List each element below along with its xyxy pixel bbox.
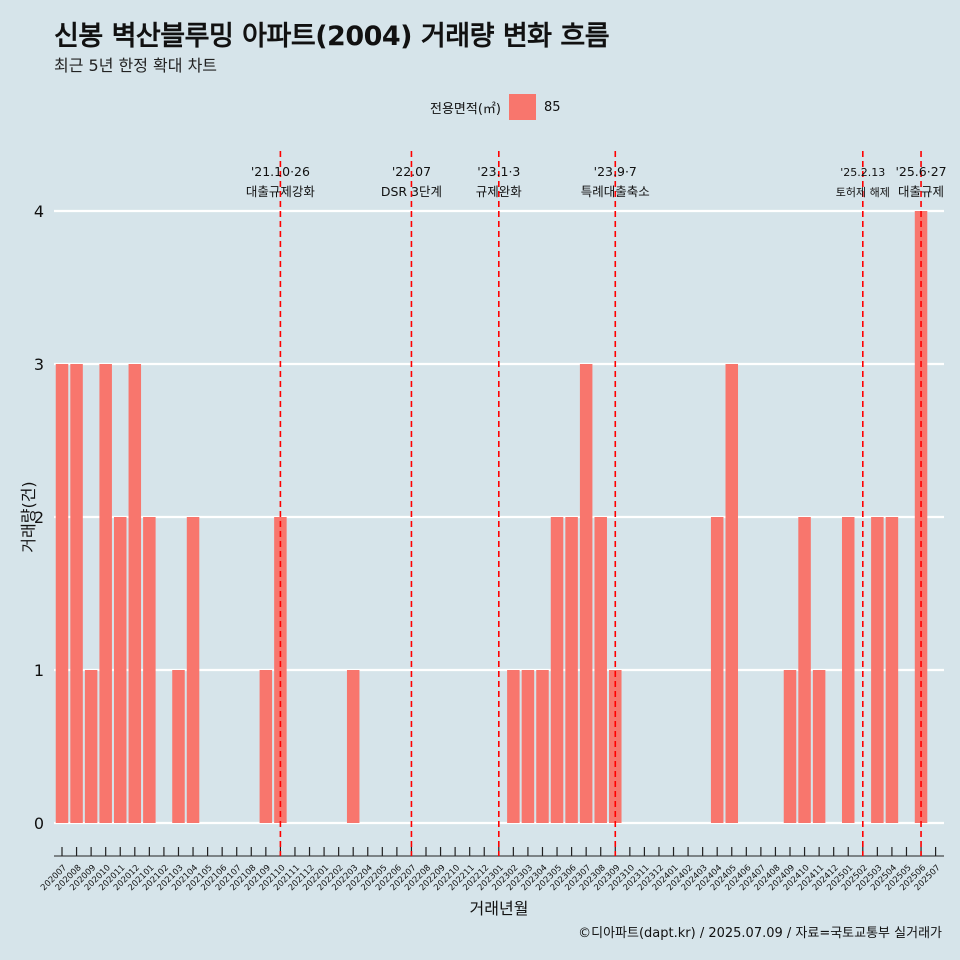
event-date-label: '22.07 bbox=[392, 164, 431, 179]
source-caption: ©디아파트(dapt.kr) / 2025.07.09 / 자료=국토교통부 실… bbox=[578, 926, 942, 941]
y-tick-label: 2 bbox=[34, 508, 44, 527]
event-date-label: '23.9·7 bbox=[594, 164, 637, 179]
event-text-label: 토허제 해제 bbox=[836, 185, 890, 199]
legend-label: 85 bbox=[543, 99, 561, 115]
bar bbox=[725, 364, 739, 823]
bar bbox=[172, 670, 185, 823]
bar bbox=[812, 670, 826, 823]
bar bbox=[84, 670, 98, 823]
bar bbox=[274, 517, 287, 823]
event-date-label: '25.6·27 bbox=[895, 164, 946, 179]
bar bbox=[536, 670, 549, 823]
bar bbox=[186, 517, 200, 823]
event-text-label: 대출규제 bbox=[898, 184, 944, 199]
bar bbox=[259, 670, 273, 823]
bar bbox=[579, 364, 593, 823]
bar bbox=[113, 517, 127, 823]
chart-title: 신봉 벽산블루밍 아파트(2004) 거래량 변화 흐름 bbox=[54, 21, 610, 52]
y-tick-label: 0 bbox=[34, 814, 44, 833]
bar bbox=[594, 517, 607, 823]
y-tick-label: 3 bbox=[34, 355, 44, 374]
bar bbox=[70, 364, 83, 823]
x-axis-title: 거래년월 bbox=[470, 899, 529, 918]
bar bbox=[885, 517, 899, 823]
bar bbox=[143, 517, 156, 823]
event-text-label: 대출규제강화 bbox=[246, 184, 316, 199]
legend: 전용면적(㎡) 85 bbox=[430, 94, 561, 120]
bar bbox=[346, 670, 360, 823]
bar bbox=[99, 364, 112, 823]
y-tick-label: 4 bbox=[34, 202, 44, 221]
bar bbox=[550, 517, 564, 823]
bar bbox=[128, 364, 142, 823]
bar bbox=[565, 517, 578, 823]
event-date-label: '21.10·26 bbox=[251, 164, 310, 179]
bar bbox=[710, 517, 724, 823]
bar bbox=[55, 364, 69, 823]
legend-title: 전용면적(㎡) bbox=[430, 101, 501, 117]
bar bbox=[871, 517, 884, 823]
event-date-label: '25.2.13 bbox=[840, 166, 885, 179]
y-tick-label: 1 bbox=[34, 661, 44, 680]
bar bbox=[841, 517, 855, 823]
y-axis-title: 거래량(건) bbox=[19, 481, 38, 552]
bar bbox=[521, 670, 535, 823]
event-text-label: DSR 3단계 bbox=[381, 184, 442, 199]
legend-swatch bbox=[508, 94, 536, 120]
event-date-label: '23.1·3 bbox=[477, 164, 520, 179]
bar bbox=[507, 670, 520, 823]
bar bbox=[798, 517, 811, 823]
event-text-label: 특례대출축소 bbox=[581, 184, 650, 199]
bar bbox=[783, 670, 797, 823]
chart-subtitle: 최근 5년 한정 확대 차트 bbox=[54, 56, 218, 75]
event-text-label: 규제완화 bbox=[476, 184, 523, 199]
